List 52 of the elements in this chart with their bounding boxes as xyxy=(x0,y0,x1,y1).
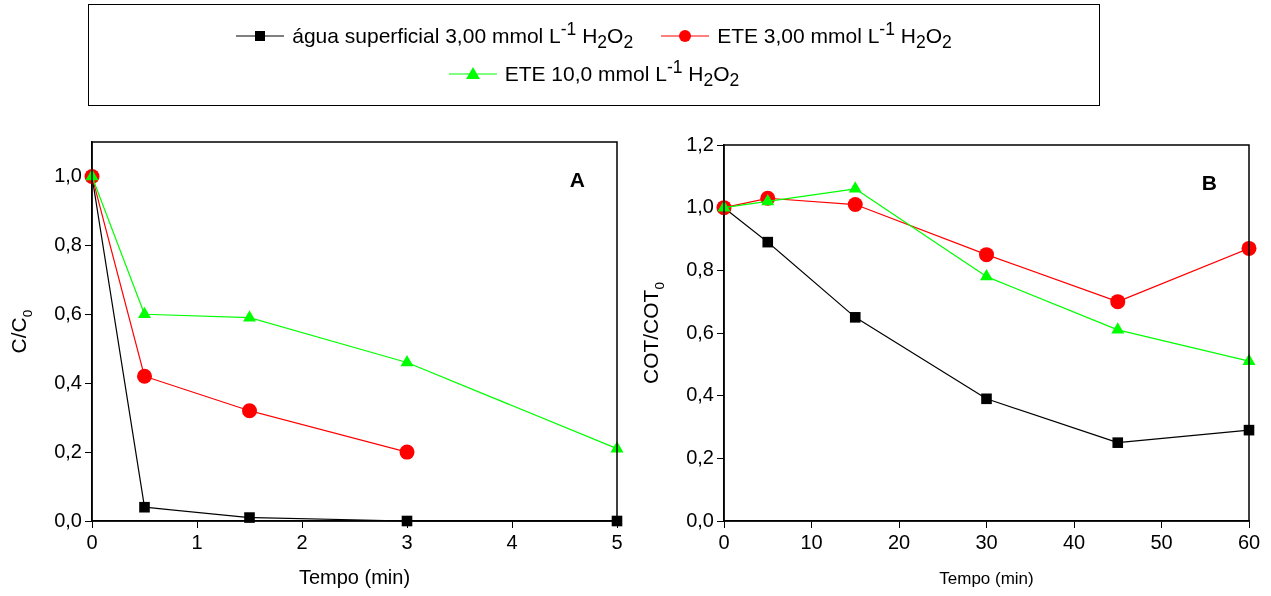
y-tick-label: 0,4 xyxy=(686,383,714,406)
y-axis-title: COT/COT0 xyxy=(639,281,668,385)
y-tick-label: 0,6 xyxy=(54,301,82,324)
point xyxy=(1112,437,1124,448)
point xyxy=(849,312,861,323)
y-tick-label: 0,8 xyxy=(54,232,82,255)
point xyxy=(848,181,862,193)
point xyxy=(979,247,994,263)
x-tick-label: 5 xyxy=(611,530,623,553)
x-tick-label: 10 xyxy=(800,530,823,553)
point xyxy=(400,355,414,367)
x-tick-label: 40 xyxy=(1062,530,1086,553)
y-tick-label: 0,8 xyxy=(686,257,714,280)
x-tick-label: 50 xyxy=(1150,530,1173,553)
point xyxy=(981,393,992,405)
point xyxy=(139,501,150,513)
point xyxy=(243,310,256,322)
point xyxy=(1111,322,1125,334)
y-tick-label: 0,4 xyxy=(54,370,82,393)
x-tick-label: 30 xyxy=(975,530,998,553)
x-tick-label: 0 xyxy=(86,530,98,553)
y-tick-label: 1,0 xyxy=(54,163,82,186)
y-tick-label: 1,2 xyxy=(686,132,714,155)
y-tick-label: 0,0 xyxy=(54,508,82,531)
point xyxy=(847,197,863,213)
y-tick-label: 0,2 xyxy=(686,445,714,468)
y-tick-label: 0,6 xyxy=(686,320,714,343)
annotation: A xyxy=(569,168,585,191)
point xyxy=(762,236,774,248)
point xyxy=(242,403,257,419)
point xyxy=(980,269,993,281)
y-tick-label: 1,0 xyxy=(686,195,714,218)
legend-label: ETE 3,00 mmol L$^{-1}$ H$_{2}$O$_{2}$ xyxy=(717,18,952,53)
x-tick-label: 20 xyxy=(887,530,911,553)
point xyxy=(138,306,151,319)
x-tick-label: 0 xyxy=(718,530,730,553)
y-tick-label: 0,2 xyxy=(54,439,82,462)
x-tick-label: 2 xyxy=(296,530,308,553)
point xyxy=(1110,294,1126,310)
x-tick-label: 4 xyxy=(506,530,518,553)
x-axis-title: Tempo (min) xyxy=(298,566,411,588)
x-axis-title: Tempo (min) xyxy=(939,569,1034,588)
legend-label: ETE 10,0 mmol L$^{-1}$ H$_{2}$O$_{2}$ xyxy=(504,57,740,92)
annotation: B xyxy=(1201,171,1217,194)
x-tick-label: 1 xyxy=(191,530,203,553)
point xyxy=(137,368,152,384)
point xyxy=(399,444,415,460)
x-tick-label: 3 xyxy=(401,530,413,553)
legend-label: água superficial 3,00 mmol L$^{-1}$ H$_{2}$O$_{2}$ xyxy=(292,18,634,53)
y-tick-label: 0,0 xyxy=(686,508,714,531)
x-tick-label: 60 xyxy=(1237,530,1261,553)
y-axis-title: C/C0 xyxy=(7,309,36,354)
